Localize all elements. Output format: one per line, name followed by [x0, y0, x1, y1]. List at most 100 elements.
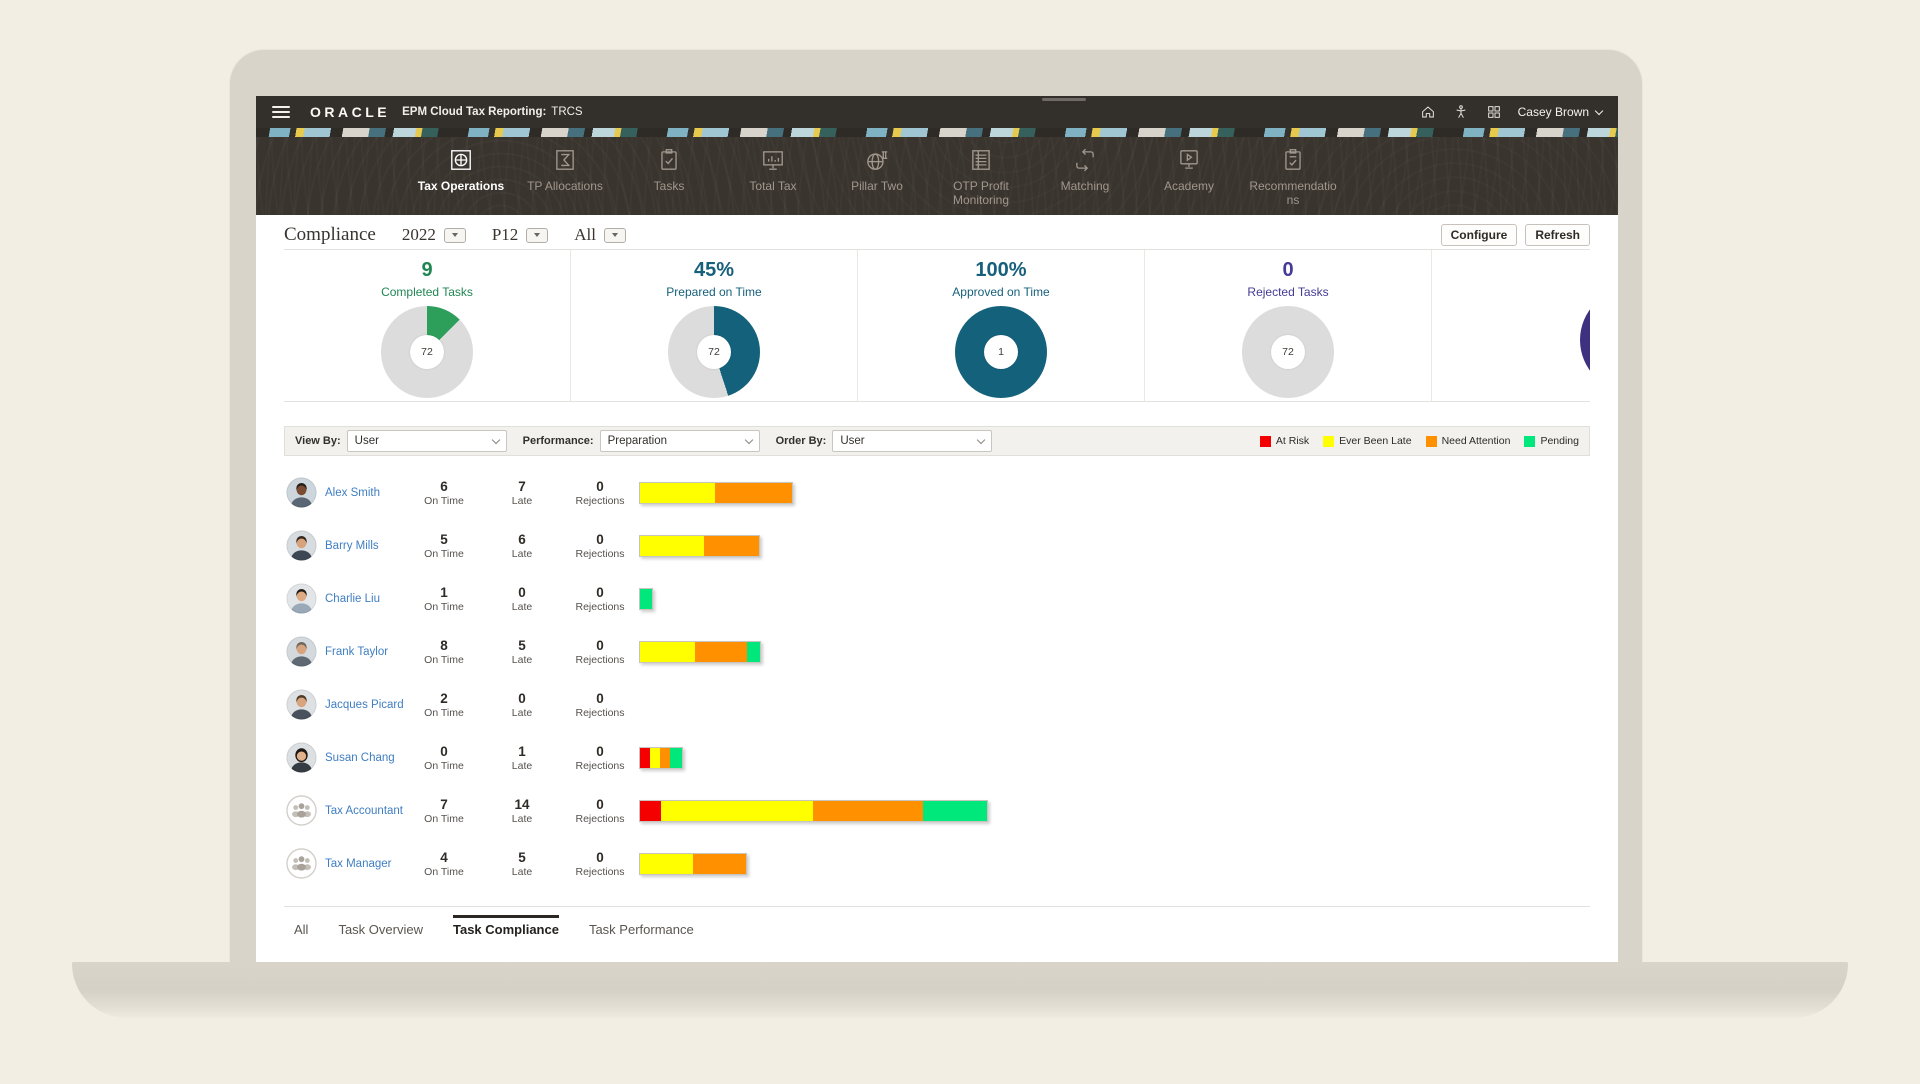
scope-value: All: [574, 225, 597, 244]
performance-bar[interactable]: [639, 746, 683, 769]
scope-dropdown-button[interactable]: [604, 227, 627, 243]
bar-segment-attention: [693, 853, 746, 874]
home-icon[interactable]: [1419, 103, 1437, 121]
tab-task-compliance[interactable]: Task Compliance: [452, 915, 559, 937]
performance-bar[interactable]: [639, 640, 761, 663]
user-link[interactable]: Tax Accountant: [325, 804, 403, 817]
stat-value: 0: [596, 796, 604, 812]
stat-rejections: 0 Rejections: [561, 479, 639, 507]
table-row: Barry Mills 5 On Time 6 Late 0 Rejections: [284, 519, 1590, 572]
app-header: ORACLE EPM Cloud Tax Reporting: TRCS: [256, 96, 1618, 128]
user-link[interactable]: Barry Mills: [325, 539, 379, 552]
tab-all[interactable]: All: [294, 922, 309, 937]
bar-segment-attention: [813, 800, 923, 821]
nav-item-matching[interactable]: Matching: [1033, 147, 1137, 208]
avatar: [286, 530, 317, 561]
camera-dash: [1042, 98, 1086, 101]
stat-late: 14 Late: [483, 797, 561, 825]
nav-item-total-tax[interactable]: Total Tax: [721, 147, 825, 208]
legend-swatch: [1323, 435, 1335, 447]
legend-label: At Risk: [1275, 435, 1310, 447]
avatar: [286, 689, 317, 720]
stat-label: Late: [511, 812, 533, 825]
user-link[interactable]: Frank Taylor: [325, 645, 389, 658]
stat-value: 0: [596, 531, 604, 547]
accessibility-icon[interactable]: [1452, 103, 1470, 121]
tab-task-overview[interactable]: Task Overview: [338, 922, 423, 937]
nav-item-academy[interactable]: Academy: [1137, 147, 1241, 208]
stat-label: Rejections: [575, 706, 625, 719]
period-dropdown-button[interactable]: [526, 227, 549, 243]
performance-bar[interactable]: [639, 534, 760, 557]
nav-item-otp[interactable]: OTP Profit Monitoring: [929, 147, 1033, 208]
apps-grid-icon[interactable]: [1485, 103, 1503, 121]
stat-label: Late: [511, 547, 533, 560]
nav-item-tax-operations[interactable]: Tax Operations: [409, 147, 513, 208]
kpi-value: 9: [421, 259, 433, 281]
user-menu[interactable]: Casey Brown: [1518, 105, 1604, 119]
kpi-donut-center: 72: [1271, 335, 1305, 369]
nav-item-tp-allocations[interactable]: TP Allocations: [513, 147, 617, 208]
dropdown-arrow-icon: [451, 233, 458, 237]
stat-label: Rejections: [575, 865, 625, 878]
filter-bar: View By: User Performance: Preparation O…: [284, 426, 1590, 456]
stat-label: On Time: [424, 494, 464, 507]
bottom-tab-bar: All Task Overview Task Compliance Task Perf…: [284, 907, 1590, 937]
otp-icon: [972, 150, 990, 170]
performance-bar[interactable]: [639, 587, 653, 610]
performance-bar[interactable]: [639, 799, 988, 822]
performance-select[interactable]: Preparation: [599, 430, 760, 452]
user-link[interactable]: Jacques Picard: [325, 698, 404, 711]
bar-segment-late: [640, 853, 693, 874]
legend-item-at-risk: At Risk: [1259, 435, 1310, 447]
tp-allocations-icon: [556, 150, 574, 170]
menu-icon[interactable]: [272, 106, 290, 118]
bar-segment-at-risk: [640, 800, 661, 821]
stat-late: 5 Late: [483, 638, 561, 666]
refresh-button[interactable]: Refresh: [1525, 224, 1590, 246]
primary-nav: Tax Operations TP Allocations Tasks Total T…: [256, 137, 1618, 215]
bar-segment-attention: [715, 482, 792, 503]
chevron-down-icon: [977, 435, 986, 444]
performance-bar[interactable]: [639, 481, 793, 504]
table-row: Tax Accountant 7 On Time 14 Late 0 Rejections: [284, 784, 1590, 837]
legend-swatch: [1425, 435, 1437, 447]
user-link[interactable]: Alex Smith: [325, 486, 380, 499]
configure-button[interactable]: Configure: [1440, 224, 1518, 246]
laptop-screen: ORACLE EPM Cloud Tax Reporting: TRCS: [230, 50, 1642, 962]
stat-rejections: 0 Rejections: [561, 638, 639, 666]
order-by-value: User: [840, 435, 865, 447]
nav-item-tasks[interactable]: Tasks: [617, 147, 721, 208]
performance-bar[interactable]: [639, 852, 747, 875]
dropdown-arrow-icon: [534, 233, 541, 237]
stat-value: 5: [518, 849, 526, 865]
stat-value: 0: [596, 690, 604, 706]
kpi-donut-chart: 72: [668, 306, 760, 398]
user-link[interactable]: Charlie Liu: [325, 592, 380, 605]
nav-item-recommendations[interactable]: Recommendations: [1241, 147, 1345, 208]
period-value: P12: [491, 225, 519, 244]
tax-operations-icon: [451, 150, 471, 170]
app-title: EPM Cloud Tax Reporting: TRCS: [402, 106, 582, 118]
stat-value: 0: [518, 584, 526, 600]
stat-value: 5: [518, 637, 526, 653]
stat-label: Late: [511, 600, 533, 613]
user-link[interactable]: Susan Chang: [325, 751, 395, 764]
user-link[interactable]: Tax Manager: [325, 857, 392, 870]
nav-item-label: Pillar Two: [851, 179, 903, 193]
year-dropdown-button[interactable]: [443, 227, 466, 243]
stat-label: Late: [511, 865, 533, 878]
bar-segment-late: [640, 482, 715, 503]
chevron-down-icon: [491, 435, 500, 444]
tab-task-performance[interactable]: Task Performance: [588, 922, 694, 937]
legend-item-pending: Pending: [1524, 435, 1579, 447]
order-by-select[interactable]: User: [832, 430, 993, 452]
nav-item-pillar-two[interactable]: Pillar Two: [825, 147, 929, 208]
view-by-select[interactable]: User: [346, 430, 507, 452]
stat-on-time: 8 On Time: [405, 638, 483, 666]
app-window: ORACLE EPM Cloud Tax Reporting: TRCS: [256, 96, 1618, 962]
bar-segment-late: [640, 641, 695, 662]
header-actions: Casey Brown: [1419, 103, 1604, 121]
stat-label: Rejections: [575, 547, 625, 560]
kpi-card: 100% Approved on Time 1: [858, 250, 1145, 401]
